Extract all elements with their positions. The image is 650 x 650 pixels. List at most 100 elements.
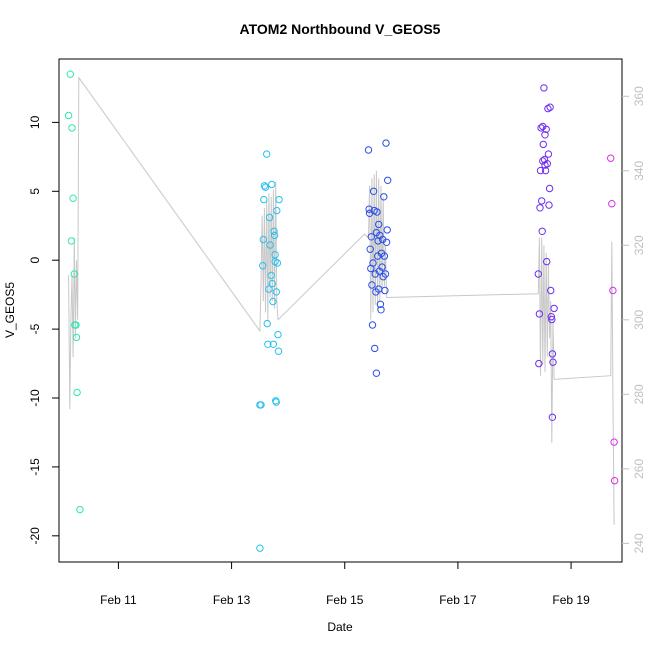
x-tick-label: Feb 15 — [326, 593, 364, 607]
data-point — [371, 344, 379, 353]
y-tick-label: 5 — [28, 188, 42, 195]
data-point — [256, 544, 264, 552]
data-point — [608, 200, 616, 208]
data-point — [609, 286, 617, 295]
data-point — [543, 257, 551, 266]
data-point — [542, 125, 550, 134]
chart-title: ATOM2 Northbound V_GEOS5 — [240, 21, 441, 37]
data-point — [377, 306, 385, 314]
data-point — [376, 300, 385, 308]
data-point — [73, 388, 81, 397]
data-point — [380, 193, 388, 201]
data-point — [70, 270, 79, 278]
data-point — [536, 166, 545, 175]
data-point — [257, 401, 265, 409]
data-point — [372, 369, 381, 377]
data-point — [264, 340, 272, 348]
data-point — [366, 245, 374, 253]
data-point — [72, 333, 81, 342]
y-axis-label: V_GEOS5 — [3, 282, 17, 338]
data-point — [375, 220, 383, 229]
data-point — [270, 231, 279, 240]
data-point — [368, 321, 377, 329]
data-point — [367, 233, 375, 241]
data-point — [272, 398, 280, 406]
x-tick-label: Feb 11 — [100, 593, 137, 607]
y-tick-label: -15 — [28, 458, 42, 476]
data-point — [267, 271, 275, 280]
data-point — [537, 124, 545, 132]
y2-tick-label: 280 — [632, 384, 646, 404]
data-point — [273, 259, 282, 267]
data-point — [67, 237, 76, 245]
data-point — [384, 176, 392, 185]
data-point — [383, 226, 391, 234]
data-point — [538, 197, 546, 205]
data-point — [610, 477, 619, 485]
data-point — [547, 286, 555, 295]
data-point — [275, 195, 283, 204]
data-point — [381, 286, 389, 295]
data-point — [378, 263, 386, 271]
data-point — [69, 194, 77, 202]
data-point — [548, 315, 556, 324]
data-point — [541, 166, 550, 175]
data-point — [535, 310, 544, 318]
data-point — [548, 350, 557, 358]
series-2 — [364, 139, 392, 377]
data-point — [268, 180, 276, 189]
data-point — [272, 288, 280, 296]
data-point — [536, 204, 544, 212]
y2-tick-label: 320 — [632, 235, 646, 255]
y2-tick-label: 300 — [632, 309, 646, 329]
y-tick-label: -20 — [28, 527, 42, 545]
data-point — [263, 150, 271, 158]
y-tick-label: 0 — [28, 257, 42, 264]
data-point — [368, 281, 376, 289]
data-point — [545, 184, 554, 193]
data-point — [271, 251, 279, 259]
data-point — [545, 201, 553, 209]
data-point — [268, 279, 276, 288]
y-axis: 10 5 0 -5 -10 -15 -20 — [28, 115, 59, 544]
y-tick-label: -5 — [28, 323, 42, 334]
data-point — [265, 285, 273, 293]
data-point — [548, 413, 557, 421]
points-layer — [64, 70, 619, 552]
data-point — [373, 208, 381, 216]
series-0 — [64, 70, 84, 514]
data-point — [381, 270, 390, 278]
plot-frame — [58, 58, 623, 563]
data-point — [541, 131, 549, 139]
data-point — [544, 150, 553, 158]
data-point — [540, 84, 548, 92]
x-tick-label: Feb 19 — [552, 593, 590, 607]
data-point — [382, 139, 390, 147]
data-point — [380, 252, 389, 260]
data-point — [259, 235, 267, 244]
data-point — [547, 313, 555, 321]
data-point — [64, 111, 73, 120]
data-point — [76, 505, 84, 514]
data-point — [543, 160, 551, 168]
data-point — [549, 358, 557, 366]
data-point — [382, 238, 391, 247]
data-point — [274, 330, 282, 339]
data-point — [365, 205, 373, 213]
y2-tick-label: 260 — [632, 459, 646, 479]
x-tick-label: Feb 13 — [213, 593, 251, 607]
x-axis-label: Date — [327, 620, 353, 634]
data-point — [364, 146, 373, 154]
data-point — [270, 227, 278, 236]
y-tick-label: -10 — [28, 389, 42, 407]
data-point — [263, 319, 271, 328]
data-point — [610, 438, 618, 446]
y2-axis: 240 260 280 300 320 340 360 — [622, 86, 646, 553]
data-point — [274, 347, 283, 355]
data-point — [607, 154, 615, 162]
data-point — [260, 182, 269, 190]
data-point — [535, 359, 543, 368]
x-tick-label: Feb 17 — [439, 593, 477, 607]
data-point — [68, 124, 76, 132]
